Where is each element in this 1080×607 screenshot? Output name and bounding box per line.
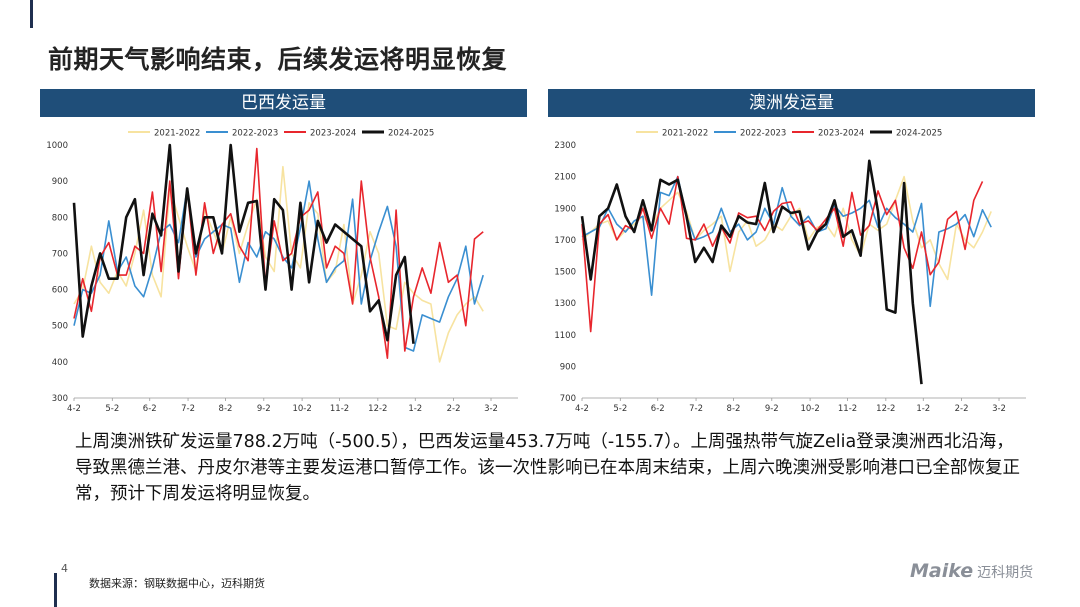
x-tick-label: 11-2 bbox=[838, 404, 857, 414]
description-text: 上周澳洲铁矿发运量788.2万吨（-500.5），巴西发运量453.7万吨（-1… bbox=[75, 432, 1020, 504]
australia-shipment-chart: 2021-2022 2022-2023 2023-2024 2024-2025 700 9… bbox=[554, 129, 1026, 414]
australia-chart-header: 澳洲发运量 bbox=[548, 89, 1035, 117]
y-tick-label: 500 bbox=[52, 322, 68, 332]
series-line-2021-2022 bbox=[73, 165, 484, 363]
legend-label-2024-2025: 2024-2025 bbox=[388, 129, 434, 139]
x-tick-label: 4-2 bbox=[575, 404, 589, 414]
y-tick-label: 300 bbox=[52, 394, 68, 404]
maike-logo: Maike 迈科期货 bbox=[910, 560, 1040, 584]
bottom-accent-bar bbox=[54, 573, 57, 607]
x-tick-label: 8-2 bbox=[727, 404, 741, 414]
x-tick-label: 11-2 bbox=[330, 404, 349, 414]
y-tick-label: 600 bbox=[52, 286, 68, 296]
legend-label-2021-2022: 2021-2022 bbox=[662, 129, 708, 139]
series-line-2022-2023 bbox=[73, 180, 484, 352]
series-line-2021-2022 bbox=[581, 175, 992, 281]
y-tick-label: 1900 bbox=[554, 204, 576, 214]
y-tick-label: 2100 bbox=[554, 173, 576, 183]
brazil-chart-header: 巴西发运量 bbox=[40, 89, 527, 117]
x-tick-label: 10-2 bbox=[800, 404, 819, 414]
page-title: 前期天气影响结束，后续发运将明显恢复 bbox=[48, 45, 508, 74]
series-line-2023-2024 bbox=[581, 175, 984, 333]
legend-label-2023-2024: 2023-2024 bbox=[818, 129, 864, 139]
x-tick-label: 10-2 bbox=[292, 404, 311, 414]
x-tick-label: 6-2 bbox=[143, 404, 157, 414]
y-tick-label: 900 bbox=[560, 362, 576, 372]
series-line-2024-2025 bbox=[72, 143, 415, 344]
left-accent-bar bbox=[30, 0, 33, 28]
page-number: 4 bbox=[61, 562, 68, 575]
x-tick-label: 7-2 bbox=[689, 404, 703, 414]
x-tick-label: 4-2 bbox=[67, 404, 81, 414]
x-tick-label: 6-2 bbox=[651, 404, 665, 414]
y-tick-label: 2300 bbox=[554, 141, 576, 151]
series-line-2024-2025 bbox=[580, 159, 923, 385]
y-tick-label: 1000 bbox=[46, 141, 68, 151]
x-tick-label: 12-2 bbox=[876, 404, 895, 414]
x-tick-label: 2-2 bbox=[955, 404, 969, 414]
data-source: 数据来源：钢联数据中心，迈科期货 bbox=[89, 577, 265, 590]
x-tick-label: 5-2 bbox=[105, 404, 119, 414]
x-tick-label: 2-2 bbox=[447, 404, 461, 414]
logo-chinese-name: 迈科期货 bbox=[977, 565, 1034, 581]
x-tick-label: 8-2 bbox=[219, 404, 233, 414]
y-tick-label: 800 bbox=[52, 213, 68, 223]
y-tick-label: 1300 bbox=[554, 299, 576, 309]
y-tick-label: 700 bbox=[560, 394, 576, 404]
x-tick-label: 1-2 bbox=[408, 404, 422, 414]
y-tick-label: 1500 bbox=[554, 268, 576, 278]
brazil-shipment-chart: 2021-2022 2022-2023 2023-2024 2024-20253004… bbox=[46, 129, 518, 414]
x-tick-label: 3-2 bbox=[992, 404, 1006, 414]
x-tick-label: 12-2 bbox=[368, 404, 387, 414]
x-tick-label: 5-2 bbox=[613, 404, 627, 414]
legend-label-2022-2023: 2022-2023 bbox=[232, 129, 278, 139]
y-tick-label: 1700 bbox=[554, 236, 576, 246]
x-tick-label: 3-2 bbox=[484, 404, 498, 414]
x-tick-label: 9-2 bbox=[765, 404, 779, 414]
legend-label-2024-2025: 2024-2025 bbox=[896, 129, 942, 139]
y-tick-label: 1100 bbox=[554, 331, 576, 341]
y-tick-label: 400 bbox=[52, 358, 68, 368]
series-line-2022-2023 bbox=[581, 175, 992, 308]
y-tick-label: 700 bbox=[52, 249, 68, 259]
legend-label-2022-2023: 2022-2023 bbox=[740, 129, 786, 139]
legend-label-2023-2024: 2023-2024 bbox=[310, 129, 356, 139]
x-tick-label: 1-2 bbox=[916, 404, 930, 414]
logo-wordmark: Maike bbox=[910, 560, 974, 582]
y-tick-label: 900 bbox=[52, 177, 68, 187]
x-tick-label: 7-2 bbox=[181, 404, 195, 414]
x-tick-label: 9-2 bbox=[257, 404, 271, 414]
legend-label-2021-2022: 2021-2022 bbox=[154, 129, 200, 139]
